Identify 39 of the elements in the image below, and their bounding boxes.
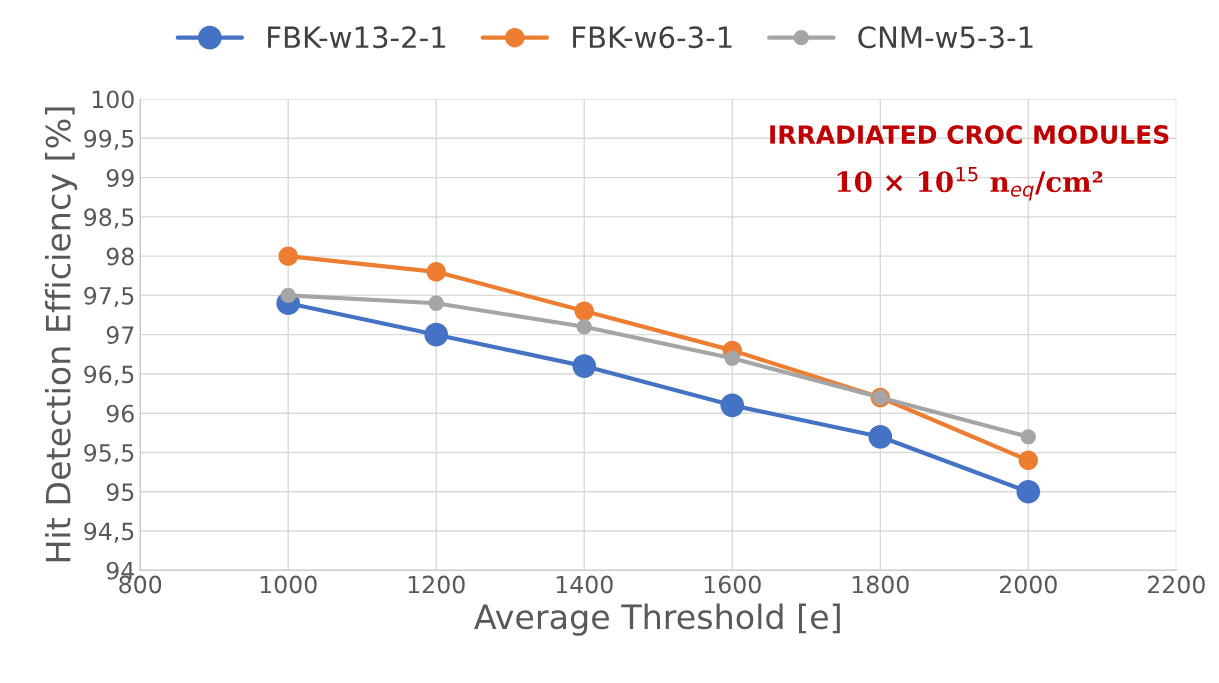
y-axis-title: Hit Detection Efficiency [%] <box>44 107 78 562</box>
y-tick-label: 97,5 <box>84 286 134 308</box>
x-tick-label: 1400 <box>556 575 613 594</box>
point <box>720 393 745 418</box>
annotation: 10 × 10$^{15}$ n$_{eq}$/cm² <box>837 167 1103 201</box>
point <box>426 262 446 282</box>
point <box>1018 450 1039 471</box>
y-tick-label: 95 <box>106 483 134 502</box>
y-tick-label: 96,5 <box>84 365 134 386</box>
x-tick-label: 2200 <box>1148 575 1205 594</box>
y-tick-label: 99 <box>106 169 134 187</box>
legend-label: CNM-w5-3-1 <box>858 26 1033 49</box>
y-tick-label: 96 <box>106 404 134 423</box>
point <box>1020 429 1036 445</box>
point <box>428 295 444 311</box>
x-tick-label: 2000 <box>1000 575 1057 594</box>
point <box>572 354 597 378</box>
x-tick-label: 1000 <box>260 575 317 594</box>
point <box>868 424 893 449</box>
legend-label: FBK-w6-3-1 <box>573 26 732 49</box>
point <box>574 301 594 321</box>
y-tick-label: 94,5 <box>84 522 134 543</box>
x-tick-label: 1600 <box>704 575 761 594</box>
y-tick-label: 98,5 <box>84 208 134 229</box>
point <box>424 322 449 347</box>
annotation: IRRADIATED CROC MODULES <box>770 125 1169 144</box>
point <box>278 246 298 266</box>
x-tick-label: 1200 <box>408 575 465 594</box>
y-tick-label: 98 <box>106 247 134 266</box>
y-tick-label: 100 <box>92 90 134 109</box>
legend-label: FBK-w13-2-1 <box>268 26 446 49</box>
point <box>1016 479 1041 504</box>
x-axis-title: Average Threshold [e] <box>474 603 840 636</box>
y-tick-label: 99,5 <box>84 129 134 151</box>
y-tick-label: 97 <box>106 326 134 344</box>
point <box>724 350 740 366</box>
point <box>576 319 592 335</box>
y-tick-label: 95,5 <box>84 443 134 465</box>
x-tick-label: 1800 <box>852 575 909 594</box>
